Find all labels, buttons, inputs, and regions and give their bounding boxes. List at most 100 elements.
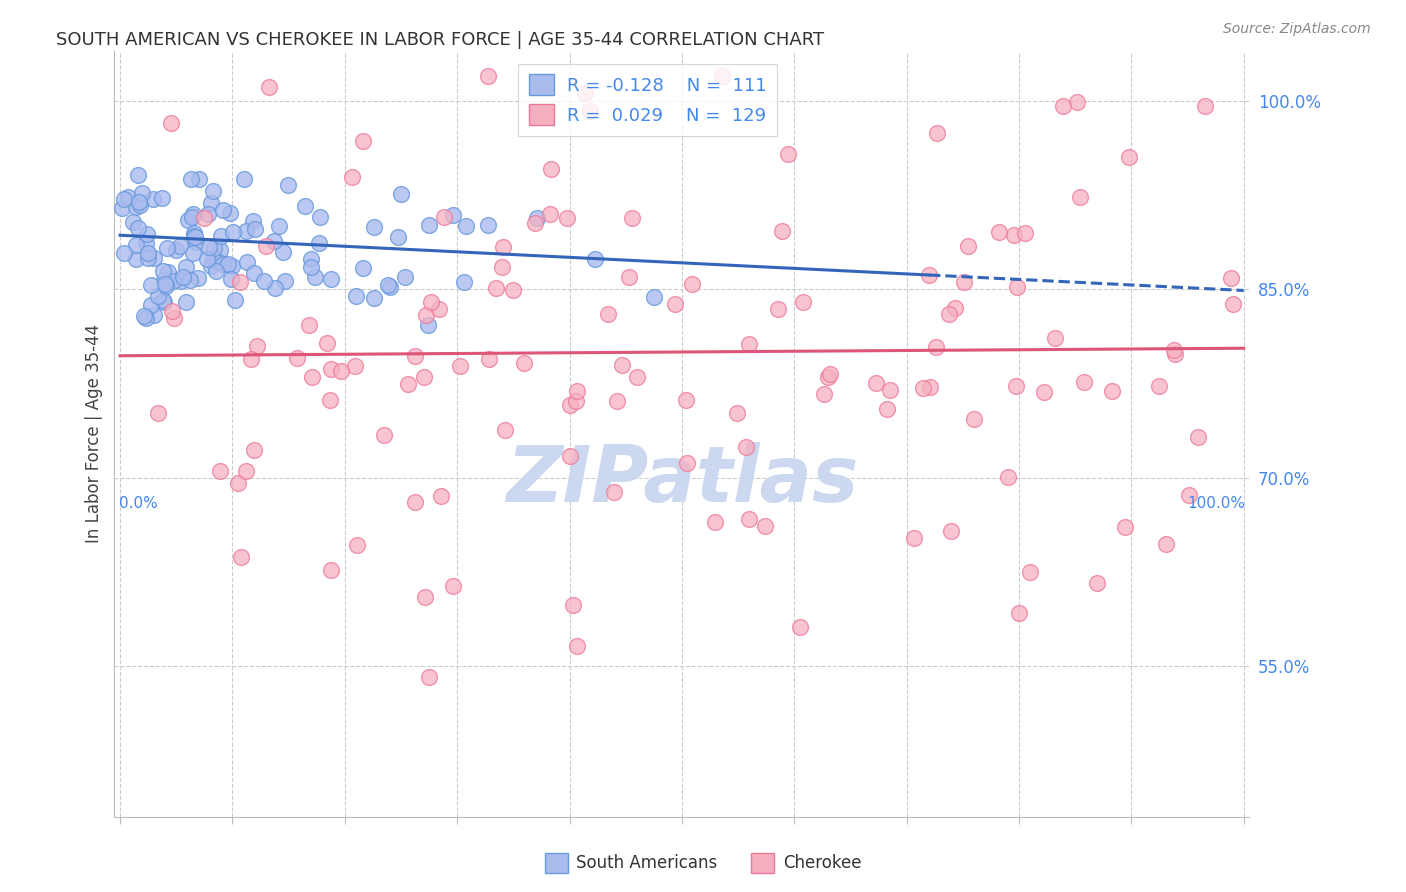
- Point: [152, 272, 174, 286]
- Point: [150, 191, 173, 205]
- Point: [110, 201, 132, 215]
- Point: [432, 210, 454, 224]
- Point: [617, 270, 640, 285]
- Point: [298, 318, 321, 332]
- Point: [1018, 565, 1040, 579]
- Point: [124, 252, 146, 266]
- Point: [1154, 537, 1177, 551]
- Point: [143, 252, 166, 266]
- Point: [495, 423, 517, 437]
- Point: [299, 252, 322, 266]
- Point: [165, 243, 187, 257]
- Point: [176, 212, 198, 227]
- Point: [912, 381, 935, 395]
- Point: [212, 203, 235, 218]
- Point: [160, 304, 183, 318]
- Point: [285, 351, 308, 366]
- Point: [169, 274, 191, 288]
- Point: [1005, 379, 1028, 393]
- Point: [219, 272, 242, 286]
- Point: [139, 278, 162, 293]
- Text: SOUTH AMERICAN VS CHEROKEE IN LABOR FORCE | AGE 35-44 CORRELATION CHART: SOUTH AMERICAN VS CHEROKEE IN LABOR FORC…: [56, 31, 824, 49]
- Point: [174, 260, 197, 274]
- Point: [377, 278, 399, 293]
- Point: [136, 227, 159, 241]
- Point: [389, 186, 412, 201]
- Point: [734, 440, 756, 454]
- Point: [352, 260, 374, 275]
- Point: [879, 383, 901, 397]
- Point: [217, 257, 239, 271]
- Point: [957, 239, 980, 253]
- Point: [146, 406, 169, 420]
- Text: 100.0%: 100.0%: [1187, 497, 1244, 511]
- Point: [117, 190, 139, 204]
- Point: [246, 339, 269, 353]
- Point: [187, 171, 209, 186]
- Point: [997, 470, 1019, 484]
- Point: [143, 308, 166, 322]
- Point: [1008, 606, 1031, 620]
- Point: [197, 207, 219, 221]
- Point: [319, 563, 342, 577]
- Point: [308, 235, 330, 250]
- Point: [162, 310, 184, 325]
- Point: [319, 392, 342, 407]
- Point: [121, 215, 143, 229]
- Point: [441, 579, 464, 593]
- Point: [316, 335, 339, 350]
- Point: [235, 224, 257, 238]
- Point: [387, 229, 409, 244]
- Point: [485, 281, 508, 295]
- Point: [449, 359, 471, 374]
- Point: [396, 377, 419, 392]
- Point: [235, 464, 257, 478]
- Point: [963, 412, 986, 426]
- Point: [155, 279, 177, 293]
- Point: [152, 293, 174, 308]
- Point: [269, 219, 291, 233]
- Point: [169, 239, 191, 253]
- Point: [274, 274, 297, 288]
- Point: [200, 259, 222, 273]
- Point: [1043, 331, 1066, 345]
- Point: [277, 178, 299, 193]
- Point: [1219, 271, 1241, 285]
- Point: [818, 367, 841, 381]
- Point: [477, 69, 499, 83]
- Point: [1002, 228, 1025, 243]
- Point: [205, 254, 228, 268]
- Point: [219, 206, 242, 220]
- Point: [725, 406, 748, 420]
- Point: [1101, 384, 1123, 398]
- Point: [301, 369, 323, 384]
- Point: [988, 225, 1011, 239]
- Point: [738, 512, 761, 526]
- Point: [201, 252, 224, 266]
- Point: [413, 590, 436, 604]
- Point: [789, 620, 811, 634]
- Point: [558, 399, 581, 413]
- Point: [162, 274, 184, 288]
- Legend: South Americans, Cherokee: South Americans, Cherokee: [538, 847, 868, 880]
- Y-axis label: In Labor Force | Age 35-44: In Labor Force | Age 35-44: [86, 324, 103, 543]
- Point: [938, 307, 960, 321]
- Point: [404, 494, 426, 508]
- Point: [681, 277, 703, 292]
- Point: [319, 362, 342, 376]
- Point: [943, 301, 966, 316]
- Point: [918, 380, 941, 394]
- Point: [565, 393, 588, 408]
- Point: [208, 243, 231, 257]
- Point: [538, 207, 561, 221]
- Point: [202, 241, 225, 255]
- Point: [242, 214, 264, 228]
- Point: [232, 172, 254, 186]
- Point: [453, 275, 475, 289]
- Point: [236, 255, 259, 269]
- Point: [329, 364, 352, 378]
- Point: [427, 301, 450, 316]
- Point: [184, 235, 207, 249]
- Point: [621, 211, 644, 226]
- Point: [491, 260, 513, 274]
